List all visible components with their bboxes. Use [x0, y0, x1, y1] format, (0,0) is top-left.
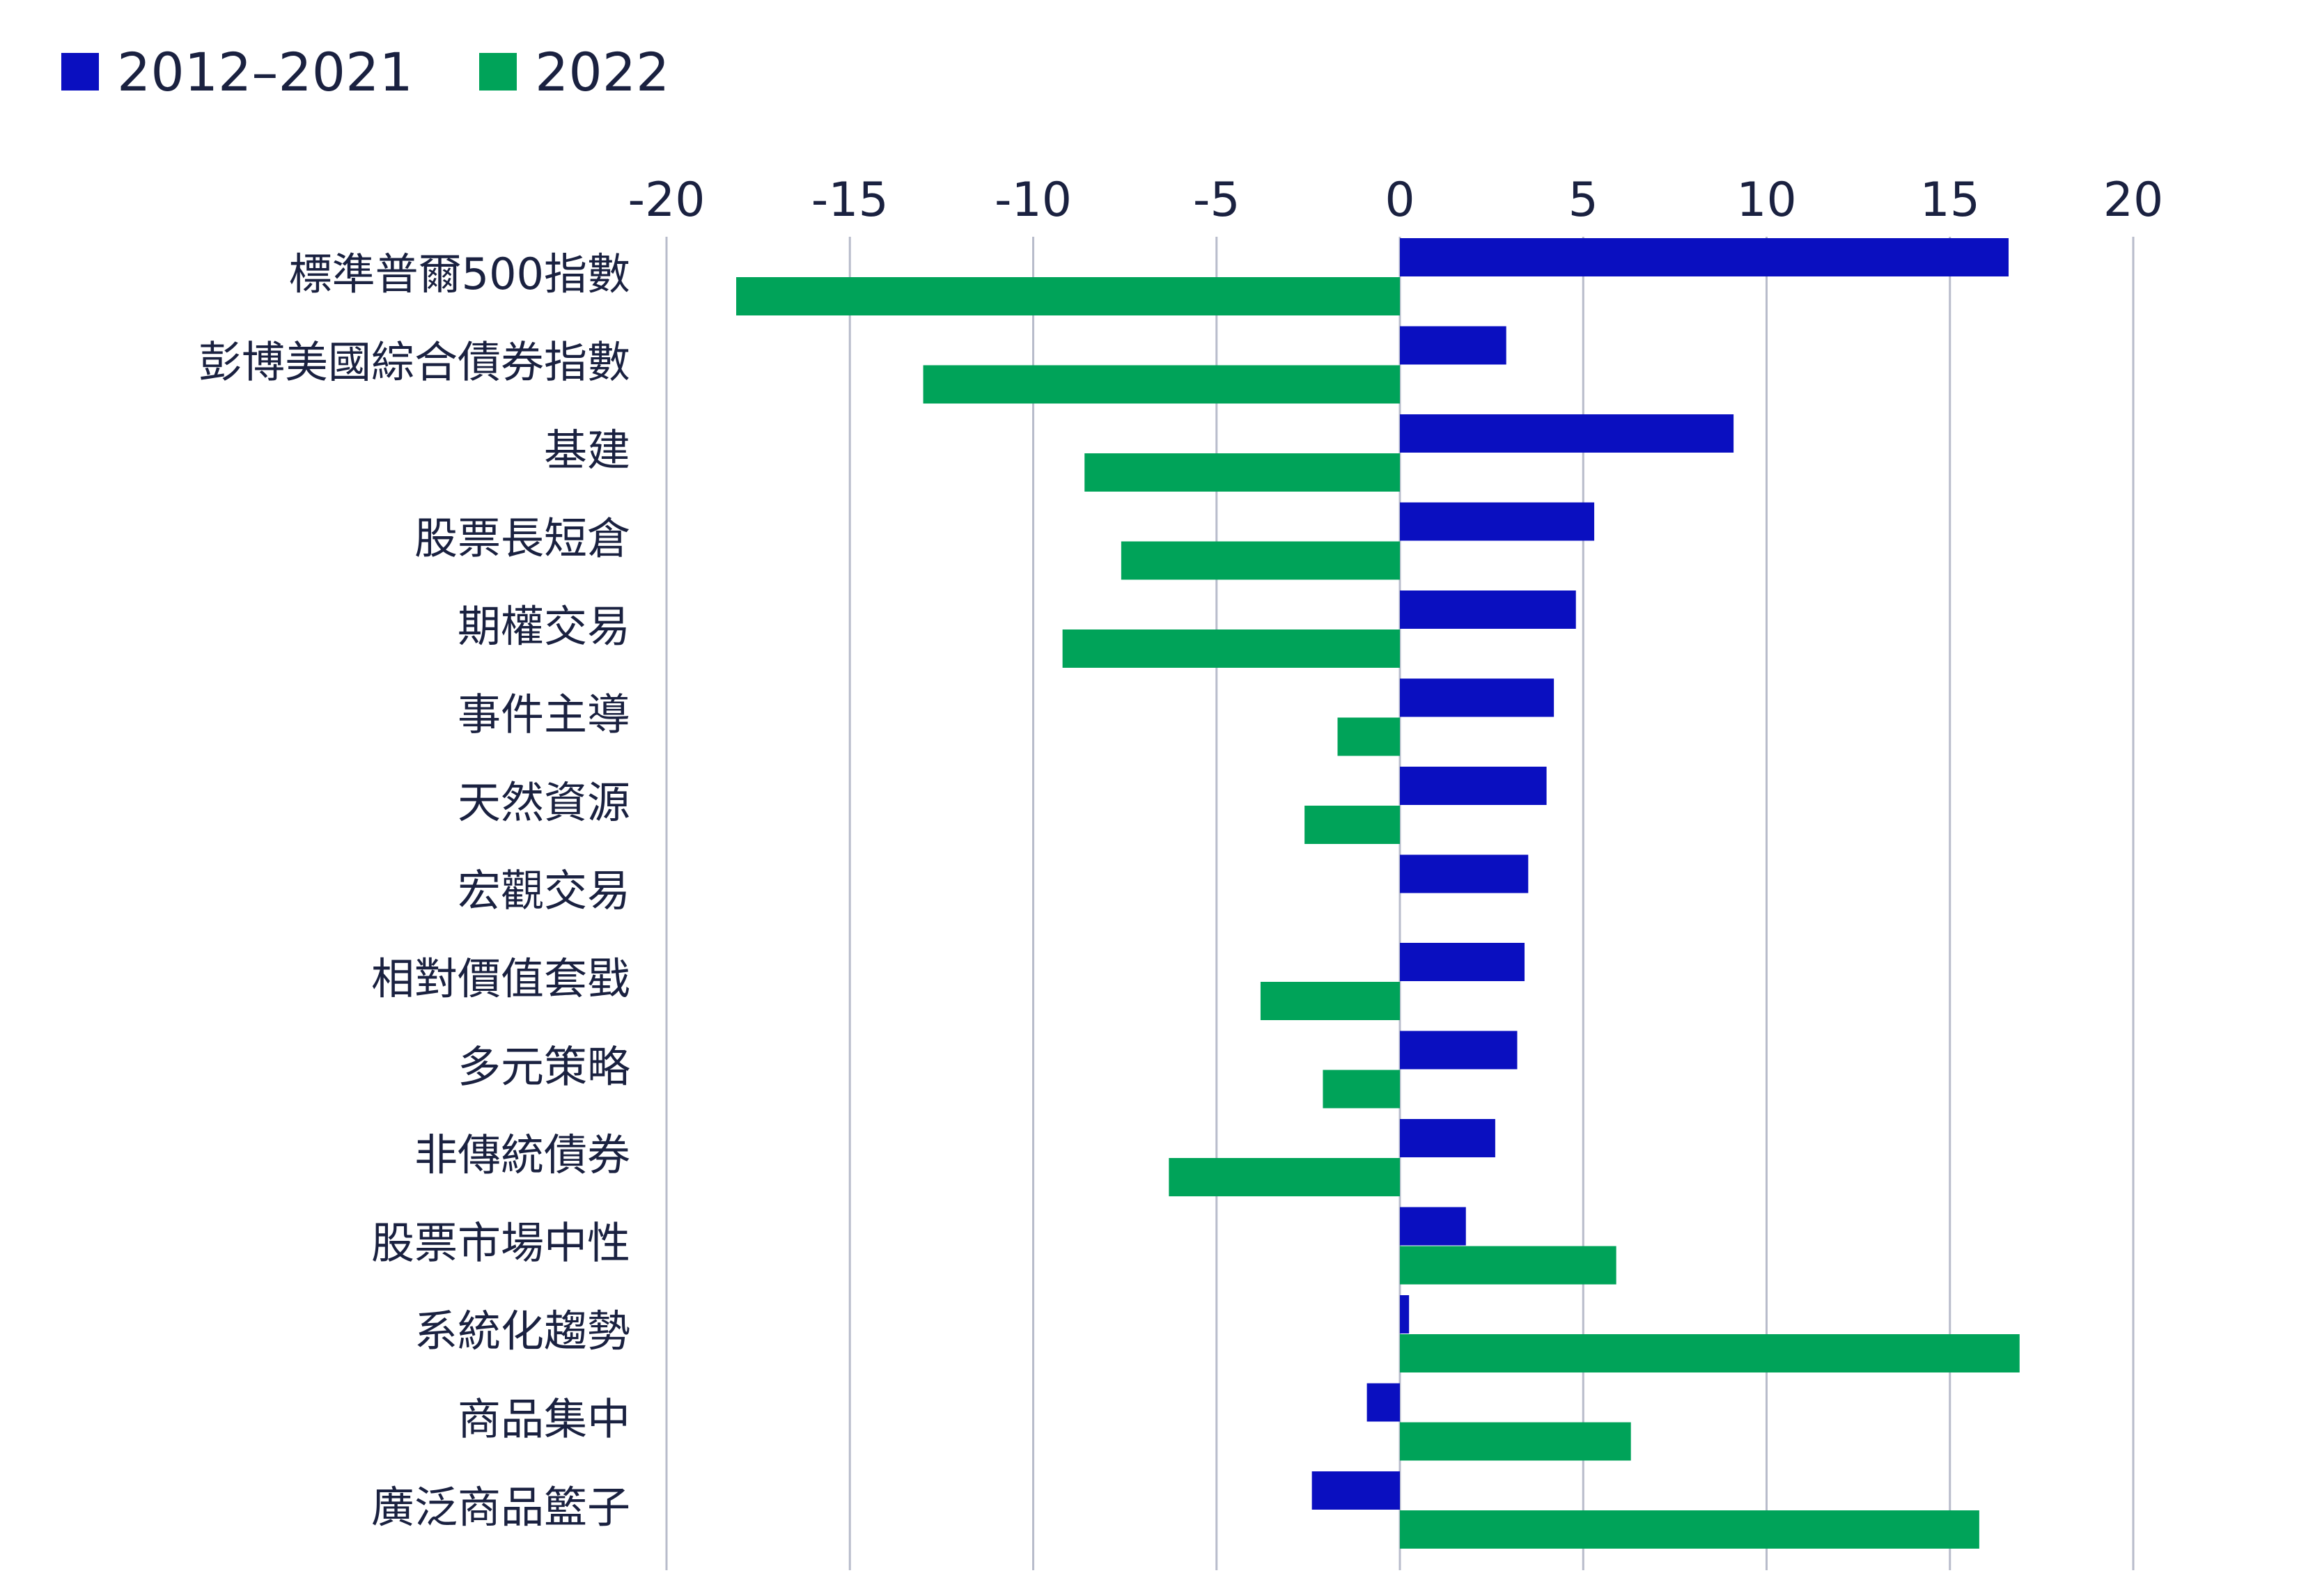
legend-swatch-1 [479, 53, 517, 91]
x-tick-label-8: 20 [2103, 173, 2164, 228]
bar-0-8 [1400, 943, 1525, 981]
category-label-8: 相對價值套戥 [371, 953, 630, 1004]
bar-1-13 [1400, 1422, 1631, 1461]
category-label-14: 廣泛商品籃子 [371, 1482, 630, 1533]
category-label-0: 標準普爾500指數 [289, 249, 630, 299]
bar-1-0 [736, 277, 1400, 315]
bar-0-7 [1400, 854, 1529, 893]
bar-0-10 [1400, 1119, 1495, 1157]
bar-1-2 [1084, 453, 1400, 492]
bar-1-5 [1337, 717, 1400, 756]
legend: 2012–2021 2022 [61, 41, 669, 103]
bar-1-1 [923, 365, 1400, 404]
bar-0-13 [1366, 1383, 1400, 1422]
legend-label-1: 2022 [535, 41, 669, 103]
x-tick-label-3: -5 [1193, 173, 1240, 228]
x-tick-label-5: 5 [1568, 173, 1598, 228]
bars [736, 238, 2020, 1549]
category-label-10: 非傳統債券 [414, 1129, 630, 1180]
bar-0-11 [1400, 1207, 1466, 1246]
x-tick-label-0: -20 [628, 173, 705, 228]
x-tick-label-1: -15 [811, 173, 889, 228]
bar-0-3 [1400, 502, 1595, 541]
legend-swatch-0 [61, 53, 99, 91]
category-label-5: 事件主導 [458, 689, 630, 740]
bar-0-12 [1400, 1295, 1410, 1333]
bar-1-9 [1323, 1070, 1400, 1109]
bar-0-0 [1400, 238, 2009, 276]
category-label-12: 系統化趨勢 [414, 1306, 630, 1356]
x-tick-label-7: 15 [1919, 173, 1980, 228]
bar-1-11 [1400, 1246, 1616, 1285]
x-tick-label-4: 0 [1385, 173, 1415, 228]
bar-1-6 [1304, 806, 1400, 844]
bar-1-10 [1169, 1158, 1400, 1196]
bar-0-5 [1400, 678, 1555, 717]
bar-0-14 [1311, 1471, 1400, 1510]
bar-0-2 [1400, 414, 1734, 453]
category-label-4: 期權交易 [458, 601, 630, 652]
bar-0-4 [1400, 590, 1576, 629]
bar-0-1 [1400, 326, 1506, 365]
bar-1-4 [1062, 629, 1400, 668]
bar-0-6 [1400, 767, 1547, 805]
bar-1-14 [1400, 1510, 1979, 1549]
category-label-3: 股票長短倉 [414, 513, 630, 564]
category-labels: 標準普爾500指數彭博美國綜合債券指數基建股票長短倉期權交易事件主導天然資源宏觀… [198, 249, 630, 1533]
bar-0-9 [1400, 1031, 1518, 1070]
x-tick-label-2: -10 [995, 173, 1072, 228]
bar-1-12 [1400, 1334, 2020, 1372]
category-label-11: 股票市場中性 [371, 1218, 630, 1269]
bar-1-8 [1260, 982, 1400, 1020]
category-label-13: 商品集中 [458, 1394, 630, 1445]
x-tick-label-6: 10 [1736, 173, 1797, 228]
category-label-6: 天然資源 [458, 777, 630, 828]
category-label-7: 宏觀交易 [458, 866, 630, 916]
bar-1-3 [1121, 541, 1400, 580]
category-label-2: 基建 [544, 425, 630, 476]
legend-label-0: 2012–2021 [117, 41, 413, 103]
category-label-1: 彭博美國綜合債券指數 [198, 337, 630, 388]
x-axis-tick-labels: -20 -15 -10 -5 0 5 10 15 20 [628, 173, 2163, 228]
category-label-9: 多元策略 [458, 1042, 630, 1093]
